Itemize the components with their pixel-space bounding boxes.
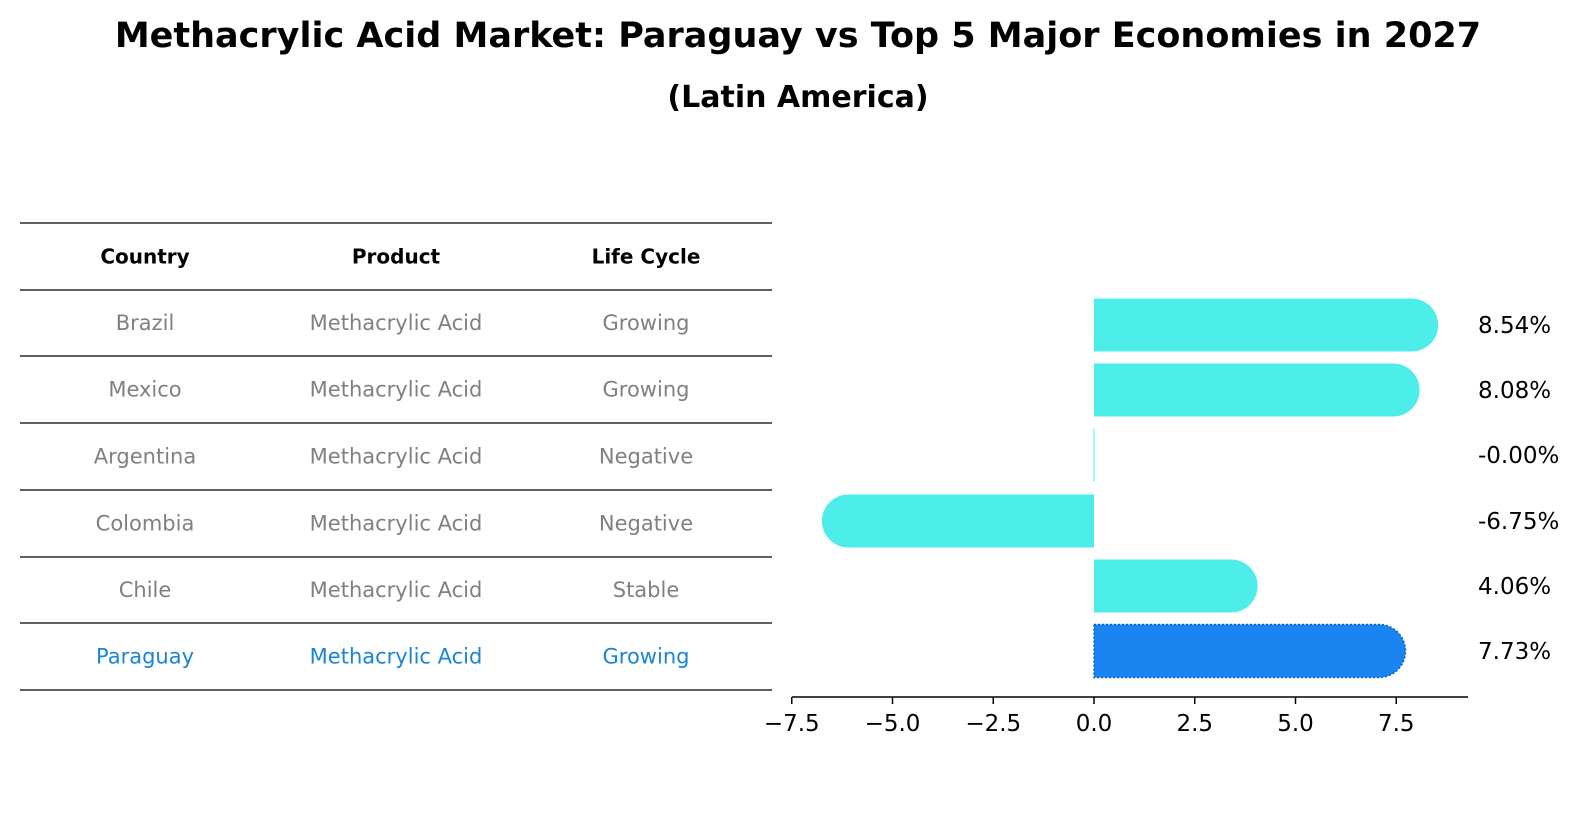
table-cell: Argentina (94, 445, 196, 469)
x-tick-label: −5.0 (865, 711, 921, 737)
table-cell: Negative (599, 445, 693, 469)
table-cell: Methacrylic Acid (310, 311, 483, 335)
table-cell: Growing (603, 645, 690, 669)
table-header-cell: Country (100, 245, 189, 269)
x-tick-label: −2.5 (965, 711, 1021, 737)
value-label: -0.00% (1478, 443, 1559, 469)
table-cell: Growing (603, 378, 690, 402)
data-table: Country Product Life Cycle Brazil Methacryli… (20, 222, 772, 691)
value-label: 8.08% (1478, 378, 1551, 404)
x-tick-label: −7.5 (764, 711, 820, 737)
bar-argentina (1093, 428, 1095, 482)
table-cell: Mexico (108, 378, 181, 402)
table-cell: Methacrylic Acid (310, 578, 483, 602)
value-label: 7.73% (1478, 639, 1551, 665)
x-tick-label: 2.5 (1176, 711, 1213, 737)
x-tick-label: 5.0 (1277, 711, 1314, 737)
table-cell: Methacrylic Acid (310, 512, 483, 536)
x-tick-label: 0.0 (1076, 711, 1113, 737)
bar-paraguay (1093, 623, 1407, 679)
table-cell: Growing (603, 311, 690, 335)
bar-brazil (1094, 298, 1439, 352)
bar-chile (1094, 559, 1258, 613)
x-tick-label: 7.5 (1378, 711, 1415, 737)
table-cell: Chile (119, 578, 172, 602)
table-header-cell: Life Cycle (592, 245, 701, 269)
value-label: 8.54% (1478, 313, 1551, 339)
table-cell: Colombia (96, 512, 195, 536)
bar-colombia (821, 494, 1094, 548)
table-cell: Stable (613, 578, 680, 602)
bar-chart: 8.54% 8.08% -0.00% -6.75% 4.06% 7.73% (821, 298, 1559, 679)
value-label: 4.06% (1478, 574, 1551, 600)
bar-mexico (1094, 363, 1420, 417)
table-cell: Methacrylic Acid (310, 445, 483, 469)
table-cell: Paraguay (96, 645, 194, 669)
table-cell: Brazil (116, 311, 175, 335)
chart-title: Methacrylic Acid Market: Paraguay vs Top… (114, 16, 1482, 56)
x-axis: −7.5 −5.0 −2.5 0.0 2.5 5.0 7.5 (764, 696, 1468, 737)
value-label: -6.75% (1478, 509, 1559, 535)
table-cell: Methacrylic Acid (310, 378, 483, 402)
chart-subtitle: (Latin America) (667, 80, 929, 115)
table-cell: Methacrylic Acid (310, 645, 483, 669)
table-header-cell: Product (352, 245, 441, 269)
table-cell: Negative (599, 512, 693, 536)
